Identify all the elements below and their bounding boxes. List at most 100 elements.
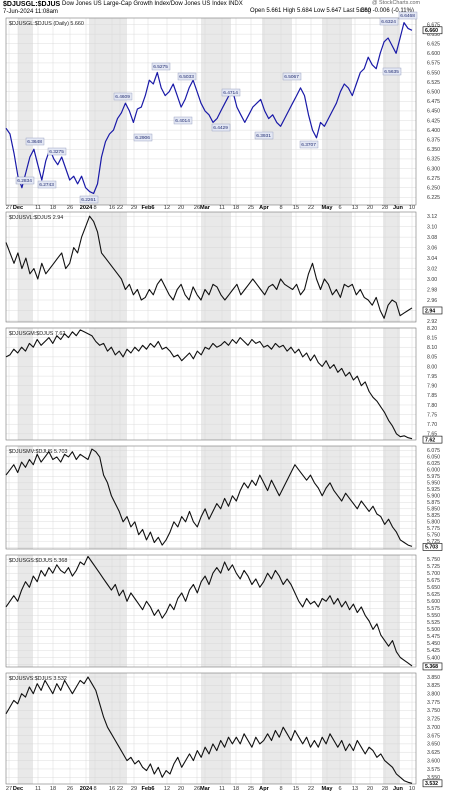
panel-6-band (201, 673, 231, 784)
last-value-label: 6.660 (425, 28, 438, 34)
y-tick-label: 6.600 (427, 51, 440, 57)
y-tick-label: 6.225 (427, 195, 440, 201)
y-tick-label: 3.00 (427, 277, 437, 283)
y-tick-label: 5.850 (427, 507, 440, 513)
price-annotation-box (379, 17, 399, 26)
y-tick-label: 6.300 (427, 166, 440, 172)
y-tick-label: 5.950 (427, 481, 440, 487)
panel-1-frame (5, 17, 417, 206)
y-tick-label: 3.675 (427, 733, 440, 739)
y-tick-label: 5.450 (427, 641, 440, 647)
y-tick-label: 6.375 (427, 138, 440, 144)
y-tick-label: 3.725 (427, 717, 440, 723)
panel-5-band (383, 555, 400, 667)
panel-3-band (322, 328, 352, 440)
y-tick-label: 5.425 (427, 648, 440, 654)
price-annotation-box (113, 92, 133, 101)
x-axis-label: 26 (67, 205, 73, 211)
y-tick-label: 8.15 (427, 335, 437, 341)
y-tick-label: 8.10 (427, 345, 437, 351)
panel-6-band (383, 673, 400, 784)
y-tick-label: 6.500 (427, 90, 440, 96)
x-axis-label: 6 (338, 205, 341, 211)
x-axis-label: Feb6 (141, 205, 154, 211)
panel-5-band (322, 555, 352, 667)
y-tick-label: 6.450 (427, 109, 440, 115)
panel-6-frame (5, 672, 417, 785)
panel-6-band (18, 673, 33, 784)
panel-3-band (18, 328, 33, 440)
y-tick-label: 6.475 (427, 99, 440, 105)
x-axis-label: 29 (131, 205, 137, 211)
y-tick-label: 5.750 (427, 533, 440, 539)
price-annotation-box (47, 147, 67, 156)
symbol-description: Dow Jones US Large-Cap Growth Index/Dow … (62, 1, 243, 7)
x-axis-label: May (322, 205, 334, 211)
x-axis-label: Jun (393, 205, 404, 211)
panel-1-band (383, 18, 400, 205)
price-annotation: 6.2906 (135, 135, 150, 141)
x-axis-label-bottom: Feb6 (141, 786, 154, 792)
x-axis-label-bottom: 11 (219, 786, 225, 792)
y-tick-label: 3.575 (427, 767, 440, 773)
panel-5-series-line (5, 555, 413, 667)
x-axis-label-bottom: 26 (194, 786, 200, 792)
panel-3-band (383, 328, 400, 440)
y-tick-label: 3.800 (427, 692, 440, 698)
y-tick-label: 6.625 (427, 42, 440, 48)
panel-1-title: $DJUSGL:$DJUS (Daily) 5.660 (9, 21, 84, 27)
y-tick-label: 7.80 (427, 403, 437, 409)
panel-2-band (383, 212, 400, 322)
x-axis-label-bottom: 22 (117, 786, 123, 792)
y-tick-label: 5.775 (427, 526, 440, 532)
chart-date: 7-Jun-2024 11:08am (3, 9, 58, 15)
y-tick-label: 7.90 (427, 384, 437, 390)
y-tick-label: 6.425 (427, 118, 440, 124)
last-value-tag (422, 26, 443, 35)
y-tick-label: 5.650 (427, 585, 440, 591)
x-axis-label-bottom: 26 (67, 786, 73, 792)
x-axis-label: 27 (6, 205, 12, 211)
price-annotation: 6.3275 (49, 149, 64, 155)
x-axis-label-bottom: 10 (409, 786, 415, 792)
y-tick-label: 6.000 (427, 468, 440, 474)
x-axis-label-bottom: 8 (93, 786, 96, 792)
y-tick-label: 6.050 (427, 455, 440, 461)
y-tick-label: 6.275 (427, 176, 440, 182)
y-tick-label: 5.750 (427, 557, 440, 563)
x-axis-label-bottom: 15 (293, 786, 299, 792)
x-axis-label-bottom: 13 (352, 786, 358, 792)
x-axis-label: 11 (219, 205, 225, 211)
price-annotation: 6.2261 (81, 197, 96, 203)
panel-3-title: $DJUSGM:$DJUS 7.62 (9, 331, 65, 337)
y-tick-label: 3.825 (427, 683, 440, 689)
panel-6-band (262, 673, 292, 784)
price-annotation-box (15, 176, 35, 185)
panel-3-band (201, 328, 231, 440)
last-value-label: 5.368 (425, 664, 438, 670)
y-tick-label: 5.625 (427, 592, 440, 598)
price-annotation: 6.5635 (384, 69, 399, 75)
x-axis-label-bottom: 6 (338, 786, 341, 792)
y-tick-label: 3.12 (427, 214, 437, 220)
price-annotation-box (177, 72, 197, 81)
panel-2-band (89, 212, 127, 322)
price-annotation: 6.2834 (17, 178, 32, 184)
price-annotation: 6.4429 (213, 125, 228, 131)
last-value-label: 5.703 (425, 545, 438, 551)
x-axis-label: 8 (279, 205, 282, 211)
y-tick-label: 5.800 (427, 520, 440, 526)
y-tick-label: 3.650 (427, 742, 440, 748)
panel-4-band (18, 446, 33, 549)
x-axis-label: 22 (308, 205, 314, 211)
x-axis-label-bottom: 16 (109, 786, 115, 792)
panel-4-band (322, 446, 352, 549)
y-tick-label: 6.550 (427, 70, 440, 76)
y-tick-label: 3.08 (427, 235, 437, 241)
panel-5-band (18, 555, 33, 667)
panel-5-band (201, 555, 231, 667)
price-annotation: 6.6324 (381, 19, 396, 25)
y-tick-label: 3.700 (427, 725, 440, 731)
y-tick-label: 5.700 (427, 571, 440, 577)
x-axis-label: 11 (35, 205, 41, 211)
